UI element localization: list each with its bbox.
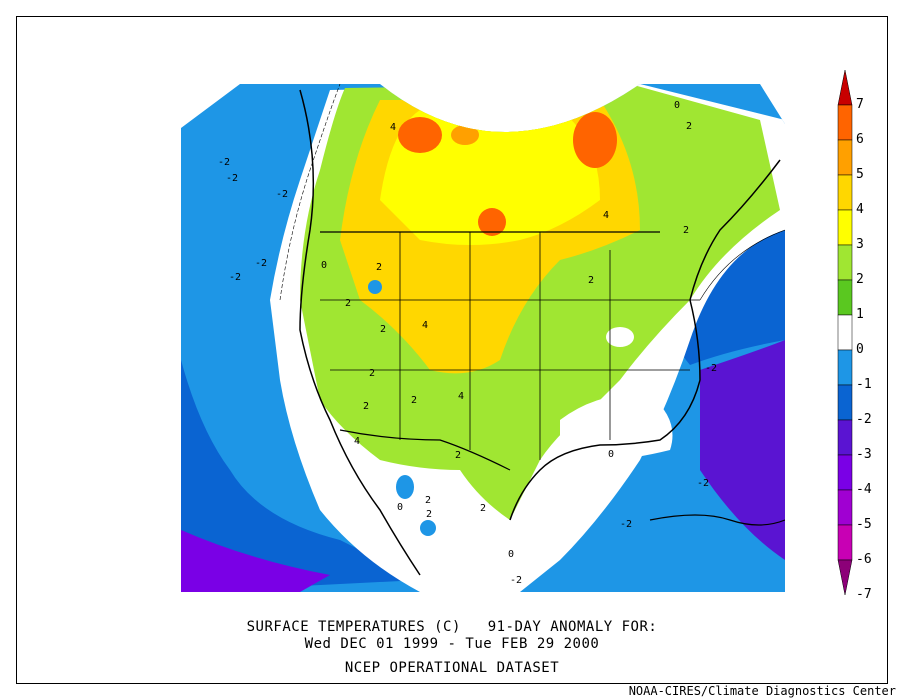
contour-label: 2: [588, 275, 594, 286]
scale-tick-label: -5: [856, 517, 872, 532]
contour-zero-west: [279, 84, 341, 301]
pacific-anomaly-band: [181, 360, 420, 592]
scale-tick-label: -2: [856, 412, 872, 427]
contour-label: 2: [345, 298, 351, 309]
contour-label: 2: [455, 450, 461, 461]
scale-tick-label: 4: [856, 202, 864, 217]
contour-label: 2: [376, 262, 382, 273]
scale-swatch: [837, 139, 853, 176]
scale-tick-label: -6: [856, 552, 872, 567]
hot-patch-1: [398, 117, 442, 153]
contour-label: 2: [686, 121, 692, 132]
scale-swatch: [837, 489, 853, 526]
plot-frame: [16, 16, 888, 684]
map-date-range: Wed DEC 01 1999 - Tue FEB 29 2000: [304, 636, 600, 652]
contour-label: 2: [411, 395, 417, 406]
contour-label: -2: [218, 157, 230, 168]
contour-label: 0: [674, 100, 680, 111]
credit-text: NOAA-CIRES/Climate Diagnostics Center: [628, 684, 896, 698]
scale-swatch: [837, 244, 853, 281]
southeast-neutral: [560, 394, 673, 460]
scale-tick-label: -4: [856, 482, 872, 497]
contour-east: [699, 229, 785, 301]
scale-tick-label: 1: [856, 307, 864, 322]
west-coastline: [299, 89, 421, 576]
contour-label: 2: [426, 509, 432, 520]
contour-label: 2: [480, 503, 486, 514]
contour-label-layer: -2 -2 -2 -2 -2 -2 -2 -2 0 0 0 0 0 2 2 2 …: [218, 100, 717, 586]
scale-tick-label: 7: [856, 97, 864, 112]
scale-top-arrow: [837, 70, 853, 106]
scale-swatch: [837, 314, 853, 351]
contour-label: -2: [620, 519, 632, 530]
contour-label: -2: [510, 575, 522, 586]
scale-bottom-arrow: [837, 559, 853, 596]
scale-swatch: [837, 104, 853, 141]
scale-swatch: [837, 209, 853, 246]
cold-spot-2: [420, 520, 436, 536]
contour-label: -2: [705, 363, 717, 374]
contour-label: 2: [683, 225, 689, 236]
scale-swatch: [837, 419, 853, 456]
contour-label: -2: [276, 189, 288, 200]
map-title: SURFACE TEMPERATURES (C) 91-DAY ANOMALY …: [246, 619, 658, 635]
east-coastline: [509, 159, 781, 521]
contour-label: 4: [603, 210, 609, 221]
contour-label: 2: [425, 495, 431, 506]
contour-label: 4: [390, 122, 396, 133]
contour-label: 2: [380, 324, 386, 335]
pacific-cold-band: [181, 530, 330, 592]
caribbean-islands: [649, 514, 785, 526]
contour-label: 0: [397, 502, 403, 513]
scale-swatch: [837, 384, 853, 421]
hot-patch-2: [451, 125, 479, 145]
scale-tick-label: -1: [856, 377, 872, 392]
scale-tick-label: -7: [856, 587, 872, 602]
scale-swatch: [837, 349, 853, 386]
cold-spot-1: [396, 475, 414, 499]
contour-label: 4: [354, 436, 360, 447]
scale-swatch: [837, 174, 853, 211]
neutral-spot-1: [606, 327, 634, 347]
scale-tick-label: -3: [856, 447, 872, 462]
contour-label: 0: [321, 260, 327, 271]
contour-label: 0: [608, 449, 614, 460]
contour-label: -2: [226, 173, 238, 184]
contour-label: 4: [458, 391, 464, 402]
anomaly-fields: [181, 84, 785, 592]
scale-tick-label: 6: [856, 132, 864, 147]
contour-label: -2: [697, 478, 709, 489]
state-lines-h: [320, 299, 700, 371]
mexico-border: [339, 429, 511, 471]
scale-swatch: [837, 279, 853, 316]
map-dataset: NCEP OPERATIONAL DATASET: [344, 660, 560, 676]
contour-label: 0: [508, 549, 514, 560]
scale-tick-label: 0: [856, 342, 864, 357]
contour-label: -2: [229, 272, 241, 283]
scale-tick-label: 3: [856, 237, 864, 252]
contour-label: -2: [255, 258, 267, 269]
scale-tick-label: 5: [856, 167, 864, 182]
cold-spot-3: [368, 280, 382, 294]
state-lines: [399, 232, 611, 460]
color-scale-bar: [837, 70, 853, 596]
scale-tick-label: 2: [856, 272, 864, 287]
scale-swatch: [837, 524, 853, 561]
hot-patch-3: [573, 112, 617, 168]
contour-label: 2: [363, 401, 369, 412]
hot-patch-4: [478, 208, 506, 236]
scale-swatch: [837, 454, 853, 491]
atlantic-cold-band: [700, 340, 785, 560]
contour-label: 2: [369, 368, 375, 379]
contour-label: 4: [422, 320, 428, 331]
